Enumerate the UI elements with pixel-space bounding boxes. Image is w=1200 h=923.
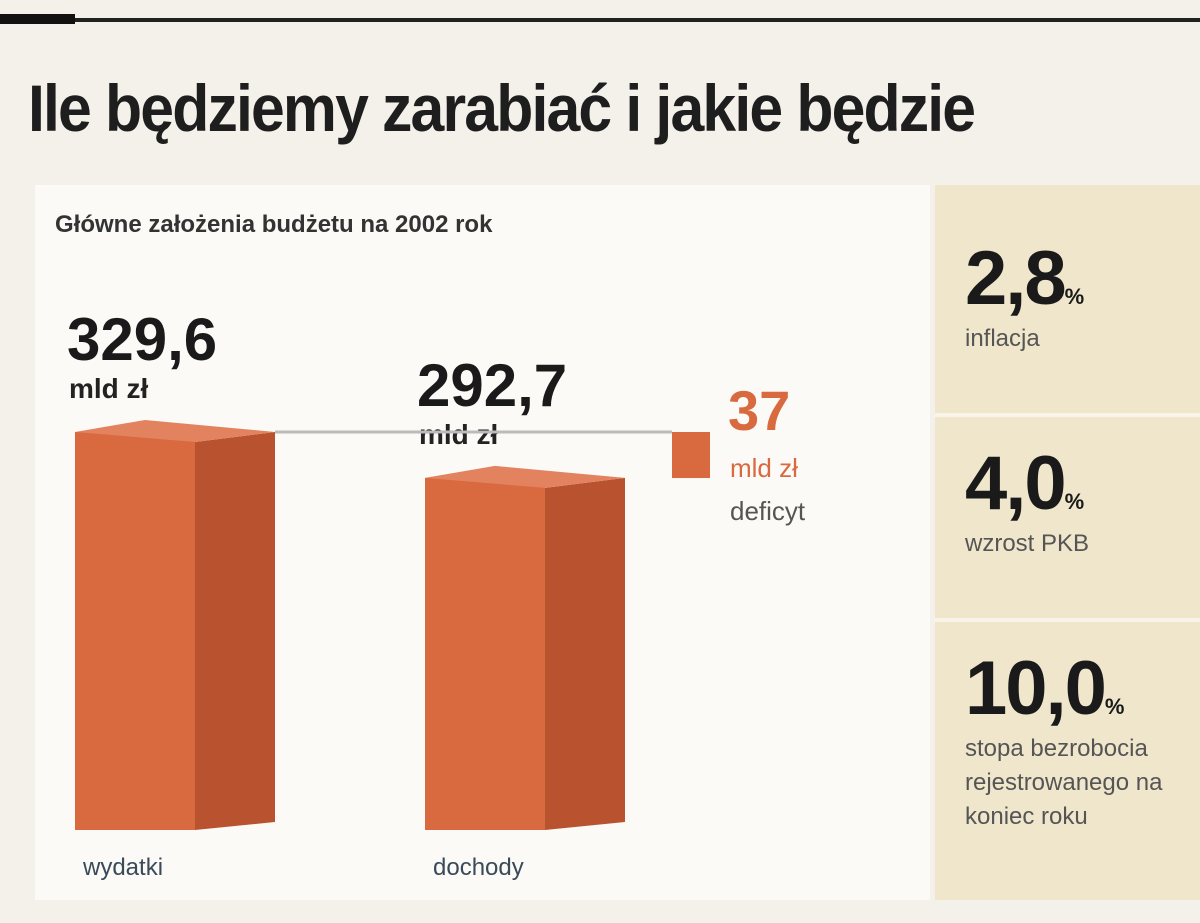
- bar-top: [425, 465, 625, 488]
- bar-top: [75, 420, 275, 442]
- category-label: wydatki: [82, 854, 163, 881]
- bar: [75, 432, 195, 830]
- indicator: 4,0% wzrost PKB: [965, 440, 1200, 561]
- separator: [935, 413, 1200, 417]
- deficit-name: deficyt: [730, 496, 806, 526]
- deficit-value: 37: [728, 379, 790, 442]
- indicators-panel: 2,8% inflacja 4,0% wzrost PKB 10,0% stopa bez…: [935, 185, 1200, 900]
- indicator-unit: %: [1064, 489, 1085, 514]
- chart-subtitle: Główne założenia budżetu na 2002 rok: [55, 211, 493, 238]
- indicator-value: 10,0: [965, 646, 1107, 731]
- indicator-caption: wzrost PKB: [965, 530, 1090, 557]
- indicator-caption: inflacja: [965, 325, 1040, 352]
- indicator-value-row: 2,8%: [965, 235, 1200, 322]
- unit-label: mld zł: [419, 419, 499, 450]
- bar-side: [545, 477, 625, 830]
- indicator-caption: stopa bezrobocia rejestrowanego na konie…: [965, 735, 1163, 830]
- title: Ile będziemy zarabiać i jakie będzie: [28, 71, 976, 145]
- category-label: dochody: [433, 854, 524, 881]
- rule: [0, 18, 1200, 22]
- rule-accent: [0, 14, 75, 24]
- indicator-value: 4,0: [965, 441, 1067, 526]
- indicator: 10,0% stopa bezrobocia rejestrowanego na …: [965, 645, 1200, 834]
- value-label: 329,6: [67, 306, 217, 373]
- unit-label: mld zł: [69, 373, 149, 404]
- bar: [425, 477, 545, 830]
- indicator: 2,8% inflacja: [965, 235, 1200, 356]
- separator: [935, 618, 1200, 622]
- deficit-bar: [672, 432, 710, 479]
- indicator-unit: %: [1104, 694, 1125, 719]
- bar-side: [195, 432, 275, 830]
- indicator-value-row: 4,0%: [965, 440, 1200, 527]
- indicator-value: 2,8: [965, 236, 1067, 321]
- indicator-value-row: 10,0%: [965, 645, 1200, 732]
- chart: Główne założenia budżetu na 2002 rok 329…: [35, 185, 930, 900]
- deficit-unit: mld zł: [730, 453, 798, 483]
- indicator-unit: %: [1064, 284, 1085, 309]
- value-label: 292,7: [417, 352, 567, 419]
